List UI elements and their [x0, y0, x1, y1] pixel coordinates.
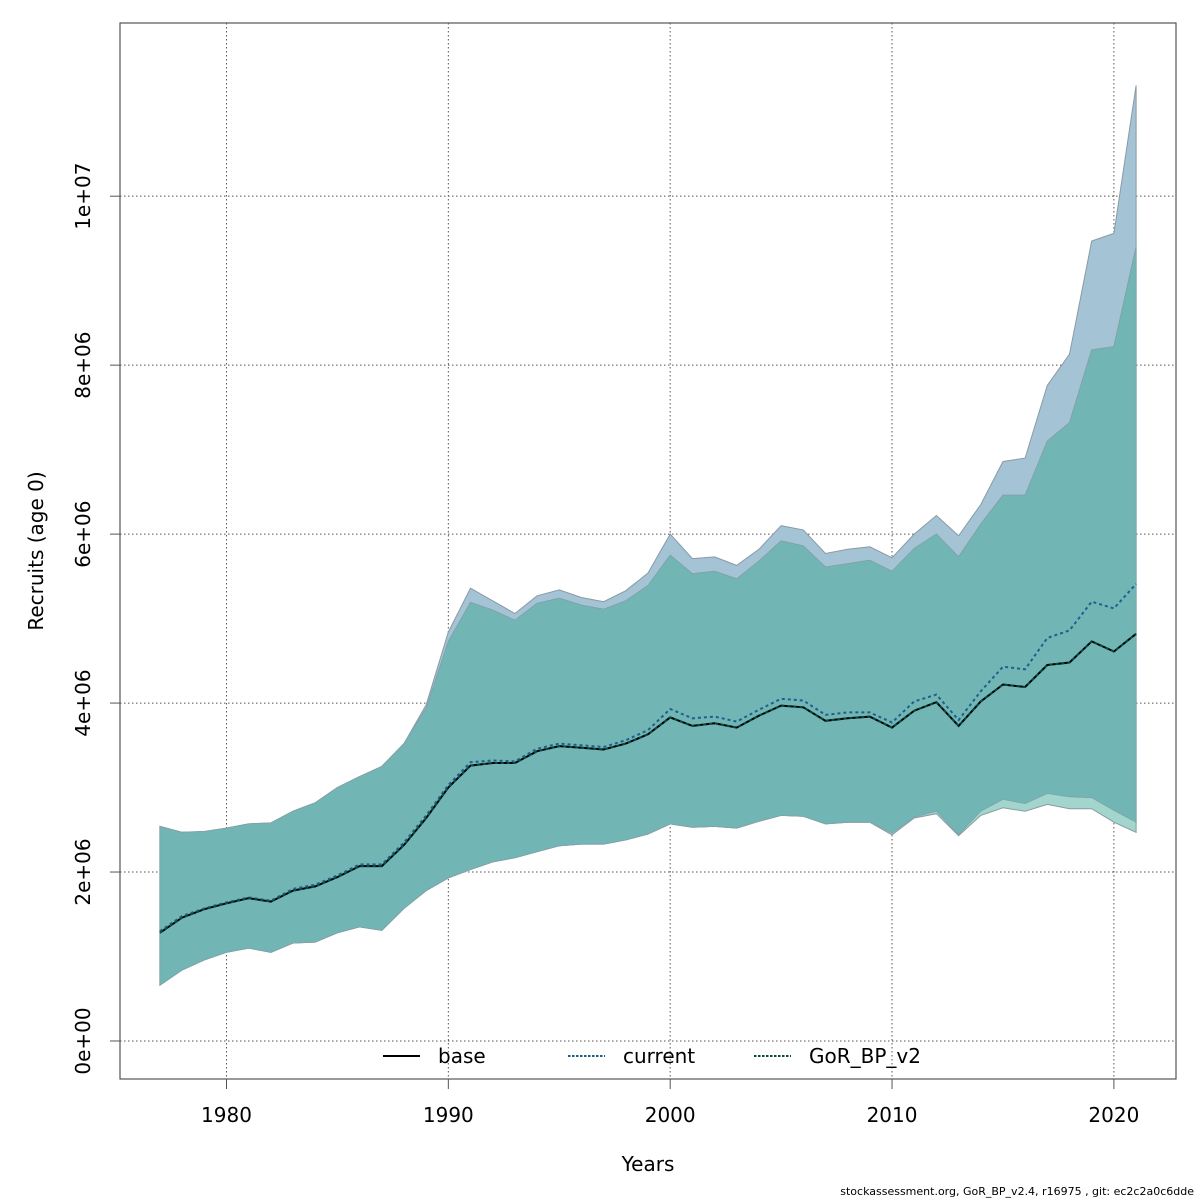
x-tick-label: 2010	[867, 1103, 918, 1127]
band-overlap	[159, 246, 1137, 986]
line-current	[159, 583, 1137, 933]
y-tick-label: 8e+06	[71, 332, 95, 399]
y-axis: 0e+00 2e+06 4e+06 6e+06 8e+06 1e+07	[71, 163, 120, 1075]
x-tick-label: 2020	[1088, 1103, 1139, 1127]
y-tick-label: 4e+06	[71, 669, 95, 736]
series-lines	[159, 583, 1137, 934]
y-tick-label: 2e+06	[71, 838, 95, 905]
legend-label-current: current	[623, 1044, 695, 1068]
y-tick-label: 1e+07	[71, 163, 95, 230]
y-tick-label: 6e+06	[71, 500, 95, 567]
footer-credit: stockassessment.org, GoR_BP_v2.4, r16975…	[840, 1185, 1194, 1198]
x-tick-label: 1980	[201, 1103, 252, 1127]
plot-frame	[119, 22, 1177, 1080]
line-GoR_BP_v2	[159, 633, 1137, 934]
x-axis-title: Years	[621, 1152, 675, 1176]
x-tick-label: 1990	[423, 1103, 474, 1127]
legend: base current GoR_BP_v2	[383, 1044, 921, 1068]
legend-label-base: base	[438, 1044, 486, 1068]
y-axis-title: Recruits (age 0)	[24, 471, 48, 630]
confidence-bands	[159, 85, 1137, 987]
y-tick-label: 0e+00	[71, 1007, 95, 1074]
x-tick-label: 2000	[645, 1103, 696, 1127]
x-axis: 1980 1990 2000 2010 2020	[201, 1079, 1139, 1127]
legend-label-GoR_BP_v2: GoR_BP_v2	[809, 1044, 921, 1068]
